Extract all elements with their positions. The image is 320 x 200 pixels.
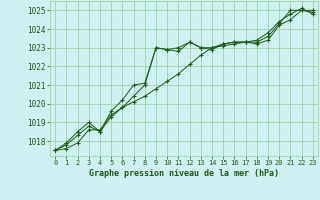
X-axis label: Graphe pression niveau de la mer (hPa): Graphe pression niveau de la mer (hPa) (89, 169, 279, 178)
